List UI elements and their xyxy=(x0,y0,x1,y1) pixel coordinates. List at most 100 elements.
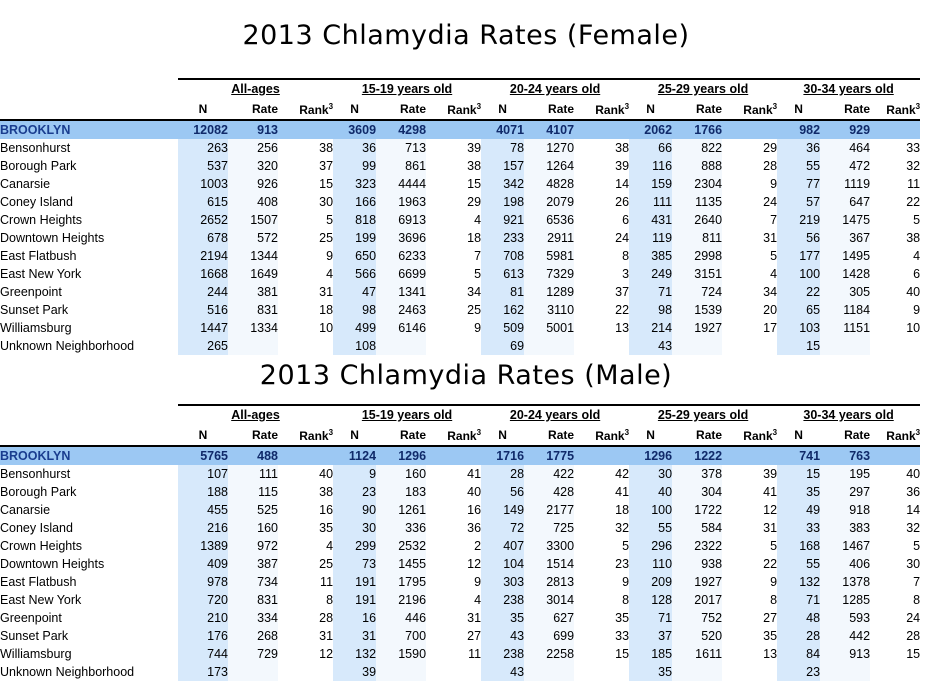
table-cell: 320 xyxy=(228,157,278,175)
table-cell: 1289 xyxy=(524,283,575,301)
neighborhood-name: Canarsie xyxy=(0,177,51,191)
table-cell: 31 xyxy=(722,519,778,537)
table-row: Borough Park 537 320 37 99 861 38 157 1264 39 116 8… xyxy=(0,157,921,175)
table-cell: 31 xyxy=(278,283,334,301)
column-header-rate: Rate xyxy=(548,101,575,116)
table-cell: 1151 xyxy=(820,319,871,337)
table-cell: 99 xyxy=(333,157,377,175)
table-cell: 37 xyxy=(278,157,334,175)
table-cell: 23 xyxy=(333,483,377,501)
table-cell: 98 xyxy=(333,301,377,319)
table-cell: 499 xyxy=(333,319,377,337)
table-cell: 1184 xyxy=(820,301,871,319)
table-cell: 1341 xyxy=(376,283,427,301)
table-cell: 2463 xyxy=(376,301,427,319)
table-cell: 13 xyxy=(722,645,778,663)
table-cell: 27 xyxy=(722,609,778,627)
table-cell: 15 xyxy=(426,175,482,193)
table-row: Bensonhurst 263 256 38 36 713 39 78 1270 38 66 822 2… xyxy=(0,139,921,157)
table-cell: 2196 xyxy=(376,591,427,609)
table-cell: 1003 xyxy=(178,175,228,193)
table-cell: 40 xyxy=(629,483,673,501)
table-cell: 2017 xyxy=(672,591,723,609)
age-group-header-row: All-ages 15-19 years old 20-24 years old 25… xyxy=(0,404,921,424)
table-cell: 1270 xyxy=(524,139,575,157)
table-cell xyxy=(820,663,871,681)
table-cell: 103 xyxy=(777,319,821,337)
table-row: Coney Island 216 160 35 30 336 36 72 725 32 55 584 3… xyxy=(0,519,921,537)
table-cell: 15 xyxy=(777,337,821,355)
column-header-n: N xyxy=(794,101,803,116)
table-cell xyxy=(278,120,334,139)
table-cell: 1590 xyxy=(376,645,427,663)
table-cell: 2998 xyxy=(672,247,723,265)
table-cell: 7 xyxy=(426,247,482,265)
table-cell: 428 xyxy=(524,483,575,501)
table-cell: 2079 xyxy=(524,193,575,211)
footnote-marker: 3 xyxy=(915,428,921,437)
table-cell: 219 xyxy=(777,211,821,229)
table-cell: 5 xyxy=(574,537,630,555)
table-cell: 81 xyxy=(481,283,525,301)
table-cell: 1722 xyxy=(672,501,723,519)
table-cell: 40 xyxy=(870,283,921,301)
table-row: Greenpoint 244 381 31 47 1341 34 81 1289 37 71 724 3… xyxy=(0,283,921,301)
column-header-rate: Rate xyxy=(400,427,427,442)
table-cell: 37 xyxy=(574,283,630,301)
table-cell: 1668 xyxy=(178,265,228,283)
table-cell: 978 xyxy=(178,573,228,591)
table-cell: 56 xyxy=(481,483,525,501)
table-cell: 185 xyxy=(629,645,673,663)
table-cell: 25 xyxy=(426,301,482,319)
table-cell: 107 xyxy=(178,465,228,483)
table-cell: 4 xyxy=(278,265,334,283)
table-row: Williamsburg 744 729 12 132 1590 11 238 2258 15 18… xyxy=(0,645,921,663)
table-cell: 3110 xyxy=(524,301,575,319)
table-cell: 5 xyxy=(278,211,334,229)
neighborhood-name: Bensonhurst xyxy=(0,141,71,155)
borough-name: BROOKLYN xyxy=(0,120,178,139)
table-cell: 71 xyxy=(629,283,673,301)
table-cell: 407 xyxy=(481,537,525,555)
table-cell: 1775 xyxy=(524,446,575,465)
table-cell: 162 xyxy=(481,301,525,319)
table-cell: 256 xyxy=(228,139,278,157)
table-cell xyxy=(426,337,482,355)
table-cell: 334 xyxy=(228,609,278,627)
neighborhood-name: Downtown Heights xyxy=(0,557,105,571)
table-cell: 38 xyxy=(278,483,334,501)
table-cell: 18 xyxy=(574,501,630,519)
table-cell: 2194 xyxy=(178,247,228,265)
table-cell: 9 xyxy=(574,573,630,591)
table-cell: 77 xyxy=(777,175,821,193)
table-cell: 16 xyxy=(333,609,377,627)
table-cell: 818 xyxy=(333,211,377,229)
table-cell: 1296 xyxy=(376,446,427,465)
column-header-rate: Rate xyxy=(696,427,723,442)
column-header-rank: Rank3 xyxy=(595,428,630,443)
table-row: Canarsie 455 525 16 90 1261 16 149 2177 18 100 1722… xyxy=(0,501,921,519)
table-cell: 1119 xyxy=(820,175,871,193)
table-cell: 25 xyxy=(278,555,334,573)
table-cell: 12 xyxy=(426,555,482,573)
table-cell: 1963 xyxy=(376,193,427,211)
table-cell: 699 xyxy=(524,627,575,645)
table-cell: 455 xyxy=(178,501,228,519)
table-cell: 128 xyxy=(629,591,673,609)
table-cell: 22 xyxy=(722,555,778,573)
table-cell: 2258 xyxy=(524,645,575,663)
table-cell: 13 xyxy=(574,319,630,337)
table-cell: 57 xyxy=(777,193,821,211)
table-cell: 831 xyxy=(228,591,278,609)
table-cell: 22 xyxy=(574,301,630,319)
table-cell: 744 xyxy=(178,645,228,663)
table-cell: 472 xyxy=(820,157,871,175)
table-cell: 10 xyxy=(870,319,921,337)
table-cell: 763 xyxy=(820,446,871,465)
table-cell: 183 xyxy=(376,483,427,501)
column-header-rate: Rate xyxy=(400,101,427,116)
table-cell: 2304 xyxy=(672,175,723,193)
table-cell: 11 xyxy=(426,645,482,663)
table-cell: 34 xyxy=(722,283,778,301)
table-cell: 34 xyxy=(426,283,482,301)
